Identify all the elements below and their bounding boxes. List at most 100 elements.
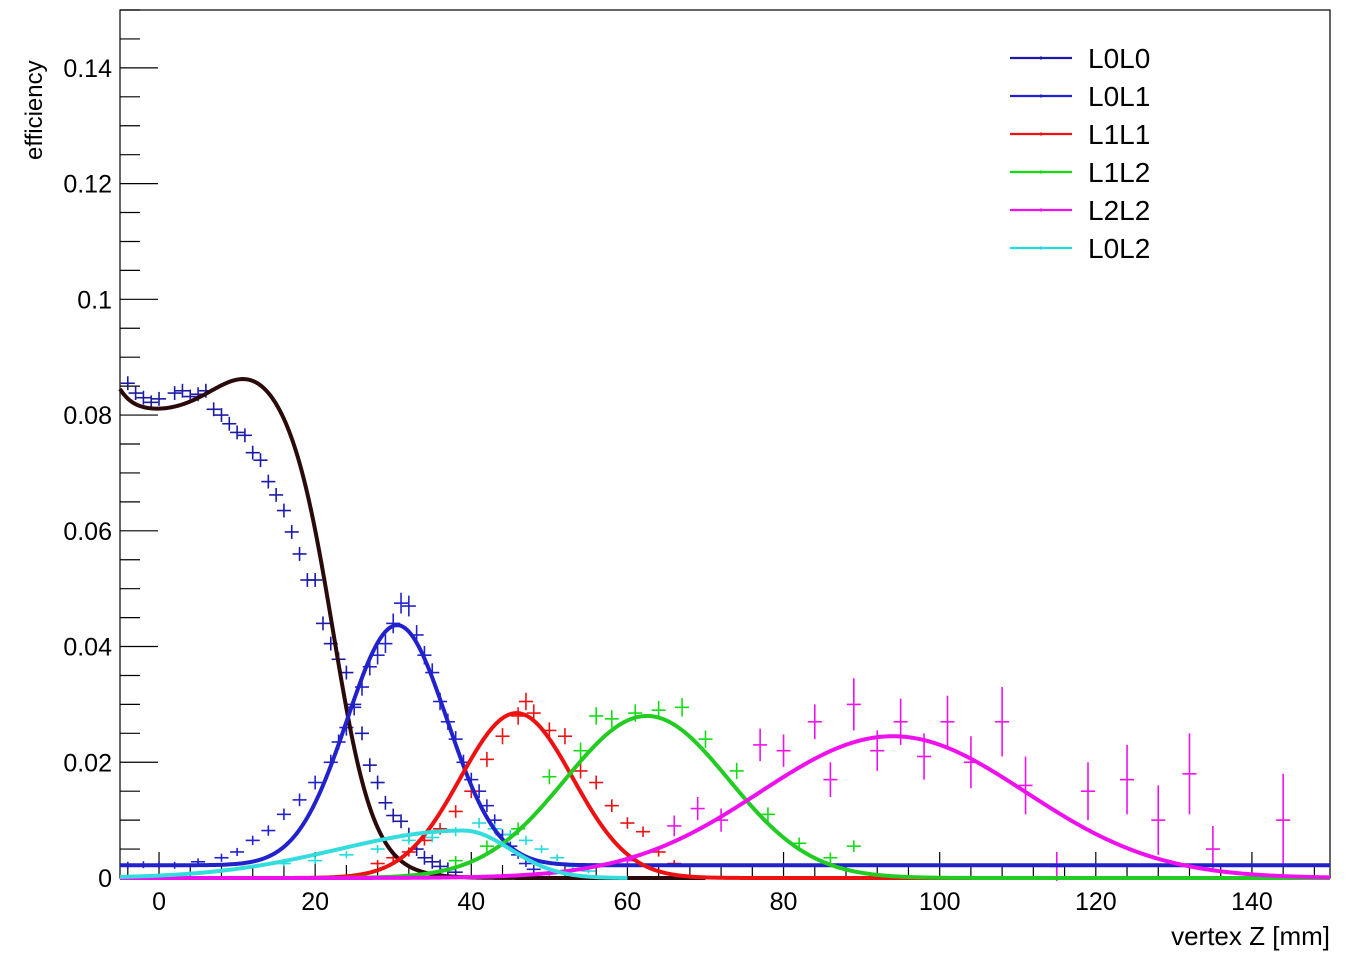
x-tick-label: 100 [919,888,961,916]
point-l0l2 [425,832,440,843]
x-tick-label: 140 [1231,888,1273,916]
point-l0l2 [534,845,549,854]
y-tick-label: 0.02 [63,749,112,777]
point-l1l1 [448,805,463,818]
point-l2l2 [690,796,705,821]
point-l0l0 [284,525,299,539]
y-tick-label: 0 [98,865,112,893]
point-l1l1 [518,692,533,711]
point-l0l0 [206,402,221,417]
x-tick-label: 0 [152,888,166,916]
legend-label: L0L2 [1088,233,1150,264]
point-l2l2 [995,687,1010,757]
point-l1l2 [448,856,463,866]
y-tick-label: 0.1 [77,286,112,314]
point-l2l2 [940,695,955,748]
y-tick-label: 0.06 [63,518,112,546]
y-tick-label: 0.08 [63,402,112,430]
point-l0l1 [230,847,245,857]
point-l0l0 [253,453,268,468]
point-l0l0 [276,503,291,518]
point-l0l1 [378,634,393,653]
plot-frame [119,9,1331,879]
point-l0l0 [315,616,330,631]
y-axis-label: efficiency [21,60,48,160]
point-l0l0 [308,573,323,587]
x-tick-label: 120 [1075,888,1117,916]
x-tick-label: 80 [770,888,798,916]
point-l1l1 [370,860,385,868]
point-l0l0 [354,726,370,741]
point-l0l0 [214,408,229,423]
point-l0l0 [425,854,440,869]
point-l1l2 [698,730,713,748]
point-l1l1 [495,728,510,745]
point-l1l2 [846,840,861,852]
legend-label: L0L0 [1088,43,1150,74]
point-l1l2 [675,698,690,717]
y-axis: 0 0.02 0.04 0.06 0.08 0.1 0.12 0.14 [63,9,158,893]
legend-entry-l0l0: L0L0 [1010,43,1150,74]
point-l1l2 [604,710,619,728]
point-l0l0 [175,383,190,398]
legend-entry-l2l2: L2L2 [1010,195,1150,226]
point-l0l0 [128,386,143,401]
legend-label: L2L2 [1088,195,1150,226]
point-l0l1 [292,793,307,807]
point-l2l2 [1120,744,1135,815]
point-l1l1 [604,799,619,813]
point-l1l2 [729,762,744,780]
point-l1l1 [636,826,651,837]
x-tick-label: 20 [301,888,329,916]
point-l1l1 [620,817,635,829]
point-l2l2 [1018,756,1033,815]
legend-entry-l0l1: L0L1 [1010,81,1150,112]
point-l0l2 [401,836,416,845]
point-l0l0 [222,416,237,431]
legend-entry-l1l1: L1L1 [1010,119,1150,150]
point-l1l2 [823,852,838,863]
legend-entry-l0l2: L0L2 [1010,233,1150,264]
point-l0l1 [261,825,276,836]
x-tick-label: 40 [457,888,485,916]
legend: L0L0 L0L1 L1L1 L1L2 L2L2 L0L2 [1010,43,1150,264]
point-l0l0 [120,376,135,391]
point-l1l2 [479,840,494,852]
fit-curve-l2l2 [119,734,1331,880]
point-l0l0 [230,425,245,440]
point-l0l2 [370,845,385,854]
point-l0l0 [378,795,393,810]
point-l0l2 [308,857,323,865]
point-l0l1 [214,853,229,862]
point-l0l0 [245,445,260,460]
fit-curve-l0l1 [119,623,1331,868]
legend-label: L1L2 [1088,157,1150,188]
point-l1l2 [589,707,604,725]
point-l0l2 [339,851,354,859]
point-l2l2 [1276,773,1291,867]
point-l2l2 [846,678,861,731]
point-l0l2 [550,854,565,862]
point-l0l0 [370,775,385,790]
point-l2l2 [776,734,791,767]
point-l0l0 [292,547,307,561]
fit-curves [118,377,1331,880]
point-l0l1 [245,835,260,846]
y-tick-label: 0.14 [63,55,112,83]
point-l1l1 [573,763,588,779]
point-l2l2 [823,762,838,797]
legend-entry-l1l2: L1L2 [1010,157,1150,188]
point-l0l1 [394,592,409,614]
point-l0l2 [518,835,533,846]
point-l1l2 [573,742,588,759]
point-l0l0 [167,386,182,401]
point-l2l2 [1182,733,1197,815]
point-l0l0 [417,850,432,865]
point-l0l0 [152,391,167,406]
point-l0l1 [276,808,291,821]
x-axis-label: vertex Z [mm] [1171,921,1330,951]
y-tick-label: 0.12 [63,171,112,199]
point-l0l1 [518,860,533,868]
point-l1l1 [589,775,604,790]
